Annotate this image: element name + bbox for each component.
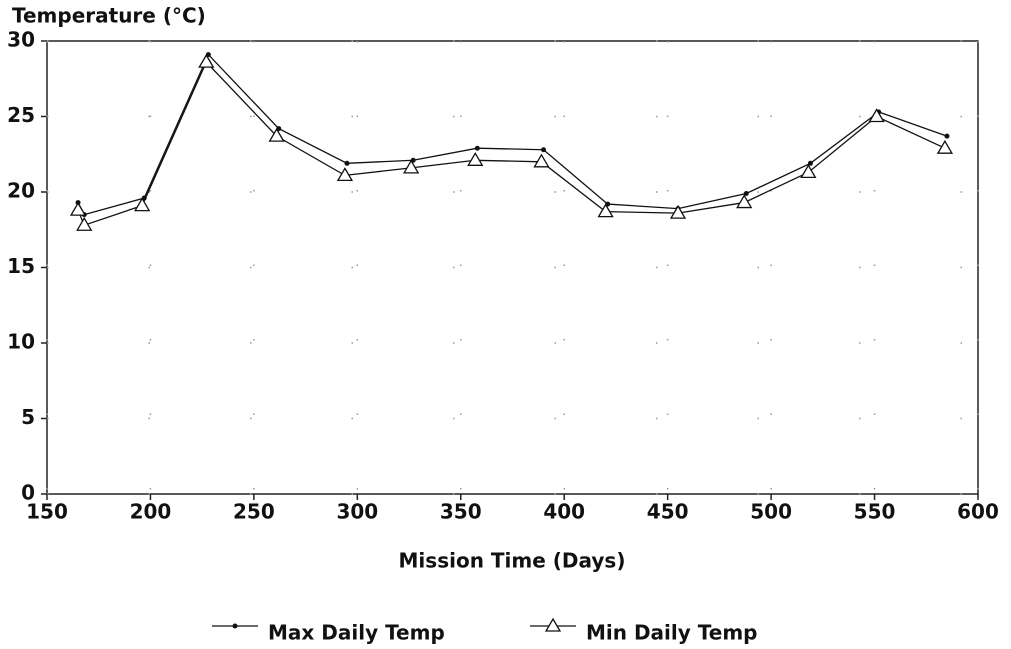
- data-point: [597, 203, 614, 218]
- data-point: [944, 133, 950, 139]
- data-point: [669, 204, 687, 219]
- legend-marker: [232, 623, 238, 629]
- y-tick-label: 5: [21, 405, 35, 429]
- data-point: [402, 159, 420, 174]
- x-tick-label: 600: [957, 500, 999, 524]
- plot-frame: [46, 40, 979, 495]
- data-point: [467, 151, 484, 166]
- x-tick-label: 200: [130, 500, 172, 524]
- data-point: [474, 145, 480, 151]
- data-point: [533, 153, 550, 168]
- data-point: [198, 53, 215, 68]
- y-tick-label: 30: [7, 28, 35, 52]
- x-tick-label: 150: [26, 500, 68, 524]
- data-point: [736, 194, 753, 209]
- data-point: [541, 147, 547, 153]
- data-point: [69, 201, 87, 216]
- legend-label: Min Daily Temp: [586, 621, 757, 645]
- data-point: [868, 108, 885, 123]
- data-point: [807, 160, 813, 166]
- x-tick-label: 400: [543, 500, 585, 524]
- x-tick-label: 350: [440, 500, 482, 524]
- x-tick-label: 250: [233, 500, 275, 524]
- data-point: [800, 164, 817, 179]
- data-point: [76, 216, 93, 231]
- y-tick-label: 25: [7, 103, 35, 127]
- x-tick-label: 550: [854, 500, 896, 524]
- x-tick-label: 450: [647, 500, 689, 524]
- y-tick-label: 15: [7, 254, 35, 278]
- x-axis-label: Mission Time (Days): [399, 549, 626, 573]
- data-point: [268, 127, 285, 142]
- series-line: [77, 60, 946, 227]
- data-point: [936, 139, 954, 154]
- y-axis-label: Temperature (°C): [12, 4, 206, 28]
- y-tick-label: 10: [7, 330, 35, 354]
- legend-label: Max Daily Temp: [268, 621, 445, 645]
- x-tick-label: 500: [750, 500, 792, 524]
- x-tick-label: 300: [336, 500, 378, 524]
- data-point: [344, 160, 350, 166]
- data-point: [134, 197, 151, 212]
- data-point: [336, 167, 354, 182]
- y-tick-label: 20: [7, 179, 35, 203]
- series-line: [77, 53, 948, 216]
- legend-marker: [544, 617, 562, 632]
- y-tick-label: 0: [21, 481, 35, 505]
- data-point: [743, 191, 749, 197]
